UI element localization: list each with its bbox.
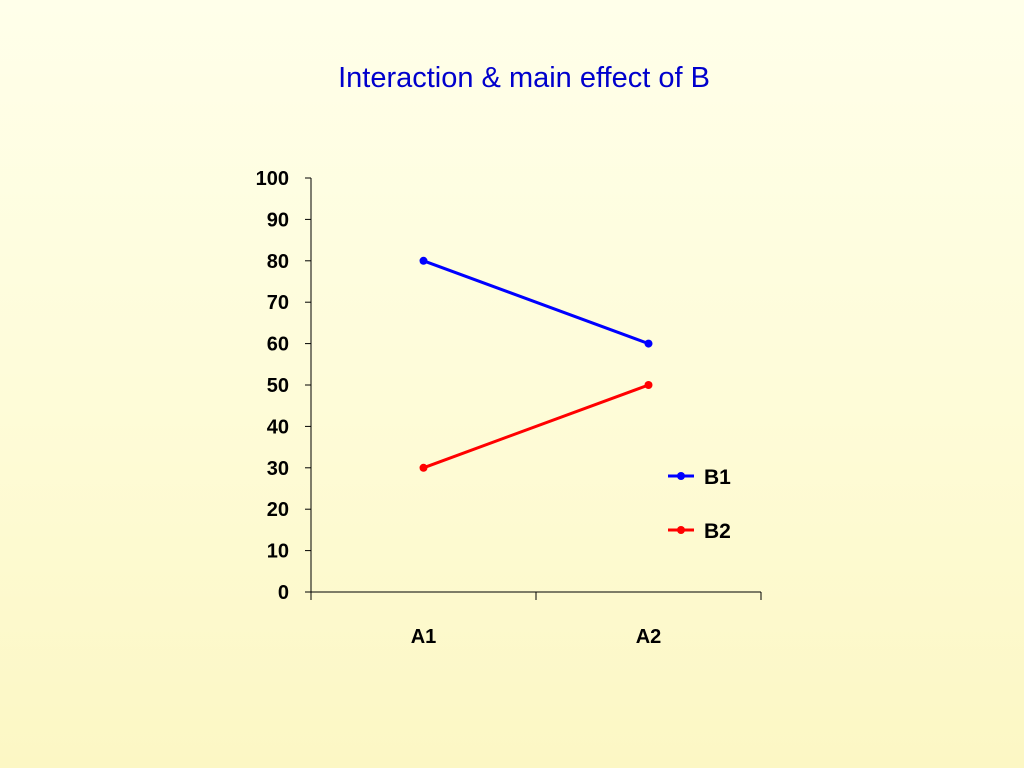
y-tick-label: 80 (267, 251, 289, 273)
y-tick-label: 40 (267, 416, 289, 438)
x-tick-label: A1 (411, 626, 437, 648)
series-line-b1 (422, 259, 650, 346)
data-point-b2 (419, 463, 428, 472)
y-tick-label: 60 (267, 334, 289, 356)
y-tick-label: 100 (256, 168, 289, 190)
y-tick-label: 30 (267, 458, 289, 480)
legend-marker-b2 (677, 526, 685, 534)
chart-legend: B1 B2 (668, 466, 731, 543)
y-tick-label: 70 (267, 292, 289, 314)
data-point-b1 (644, 339, 653, 348)
x-tick-label: A2 (636, 626, 662, 648)
series-line-b2 (422, 383, 650, 470)
y-tick-label: 0 (278, 582, 289, 604)
y-tick-label: 20 (267, 499, 289, 521)
y-axis-ticks: 0 10 20 30 40 50 60 70 80 90 100 (256, 168, 311, 604)
legend-label-b2: B2 (704, 520, 731, 543)
y-tick-label: 90 (267, 209, 289, 231)
legend-label-b1: B1 (704, 466, 731, 489)
data-point-b1 (419, 256, 428, 265)
y-tick-label: 50 (267, 375, 289, 397)
chart-series (419, 256, 653, 472)
y-tick-label: 10 (267, 541, 289, 563)
x-axis-ticks: A1 A2 (310, 592, 762, 648)
chart-title: Interaction & main effect of B (338, 62, 710, 94)
data-point-b2 (644, 381, 653, 389)
legend-marker-b1 (677, 472, 685, 480)
